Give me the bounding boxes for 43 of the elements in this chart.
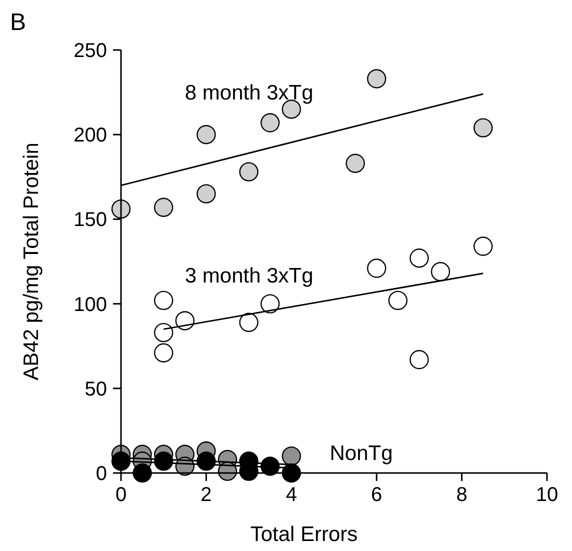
point <box>474 236 493 256</box>
y-tick-label: 150 <box>74 209 107 232</box>
x-tick-label: 6 <box>371 484 382 506</box>
point <box>410 350 429 370</box>
point <box>474 118 493 138</box>
point <box>132 463 152 483</box>
point <box>196 125 216 144</box>
x-tick-label: 10 <box>536 484 558 506</box>
y-tick-label: 250 <box>74 40 107 62</box>
point <box>111 199 131 219</box>
series-label: 8 month 3xTg <box>184 82 314 105</box>
point <box>410 248 429 268</box>
y-tick-label: 50 <box>84 378 107 400</box>
point <box>154 198 174 217</box>
point <box>154 452 174 471</box>
text: B <box>10 9 26 36</box>
x-tick-label: 8 <box>456 484 468 506</box>
point <box>175 311 194 330</box>
series-label: NonTg <box>330 442 393 466</box>
point <box>282 446 301 466</box>
y-tick-label: 200 <box>74 124 107 147</box>
point <box>154 322 174 342</box>
x-tick-label: 0 <box>115 484 127 506</box>
point <box>388 290 408 310</box>
y-tick-label: 0 <box>96 463 107 485</box>
point <box>239 312 258 332</box>
x-tick-label: 2 <box>200 484 212 506</box>
point <box>154 343 174 362</box>
point <box>367 69 386 88</box>
point <box>196 184 216 204</box>
x-axis-title: Total Errors <box>250 523 358 546</box>
point <box>430 262 450 282</box>
y-tick-label: 100 <box>74 294 107 316</box>
y-axis-title: AB42 pg/mg Total Protein <box>20 142 43 380</box>
point <box>260 113 280 132</box>
point <box>367 258 386 278</box>
point <box>196 452 216 471</box>
point <box>239 162 258 182</box>
point <box>346 154 365 173</box>
series-label: 3 month 3xTg <box>184 264 314 288</box>
point <box>260 294 280 314</box>
x-tick-label: 4 <box>286 484 297 506</box>
point <box>154 290 174 310</box>
